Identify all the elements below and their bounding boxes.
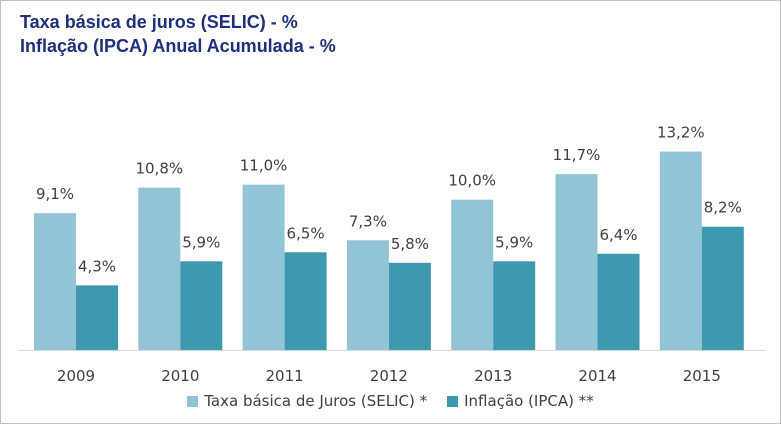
data-label-ipca-2011: 6,5% — [287, 224, 325, 242]
data-label-selic-2012: 7,3% — [349, 212, 387, 230]
bar-selic-2014 — [555, 174, 598, 350]
x-tick-label-2013: 2013 — [474, 367, 512, 385]
bar-ipca-2012 — [388, 262, 431, 350]
bar-selic-2009 — [34, 213, 76, 350]
x-tick-label-2010: 2010 — [161, 367, 199, 385]
x-tick-label-2009: 2009 — [57, 367, 95, 385]
chart-title: Taxa básica de juros (SELIC) - % — [20, 12, 298, 32]
data-label-ipca-2009: 4,3% — [78, 257, 116, 275]
bar-ipca-2010 — [180, 261, 223, 350]
data-label-ipca-2014: 6,4% — [599, 226, 637, 244]
bar-ipca-2014 — [597, 253, 640, 350]
legend-item-ipca: Inflação (IPCA) ** — [447, 392, 594, 410]
bar-ipca-2009 — [76, 285, 118, 350]
chart-subtitle: Inflação (IPCA) Anual Acumulada - % — [20, 36, 336, 56]
bar-selic-2011 — [242, 184, 285, 350]
data-label-ipca-2010: 5,9% — [182, 233, 220, 251]
bar-selic-2013 — [451, 199, 494, 350]
data-label-ipca-2012: 5,8% — [391, 235, 429, 253]
data-label-ipca-2013: 5,9% — [495, 233, 533, 251]
data-label-selic-2013: 10,0% — [448, 172, 496, 190]
bar-ipca-2015 — [701, 226, 744, 350]
bar-selic-2015 — [659, 151, 702, 350]
legend-item-selic: Taxa básica de Juros (SELIC) * — [187, 392, 427, 410]
x-tick-label-2012: 2012 — [370, 367, 408, 385]
legend-label-selic: Taxa básica de Juros (SELIC) * — [204, 392, 428, 410]
data-label-selic-2014: 11,7% — [553, 146, 601, 164]
x-tick-label-2014: 2014 — [578, 367, 616, 385]
data-label-selic-2010: 10,8% — [135, 160, 183, 178]
legend-label-ipca: Inflação (IPCA) ** — [464, 392, 594, 410]
data-label-ipca-2015: 8,2% — [704, 199, 742, 217]
bar-ipca-2011 — [284, 252, 327, 350]
data-label-selic-2009: 9,1% — [36, 185, 74, 203]
legend: Taxa básica de Juros (SELIC) * Inflação … — [0, 392, 781, 410]
bar-selic-2010 — [138, 187, 181, 350]
x-tick-label-2015: 2015 — [683, 367, 721, 385]
bar-ipca-2013 — [493, 261, 536, 350]
bar-selic-2012 — [346, 240, 389, 350]
data-label-selic-2015: 13,2% — [657, 124, 705, 142]
x-tick-label-2011: 2011 — [266, 367, 304, 385]
legend-swatch-selic — [187, 395, 199, 407]
legend-swatch-ipca — [447, 395, 459, 407]
data-label-selic-2011: 11,0% — [240, 157, 288, 175]
